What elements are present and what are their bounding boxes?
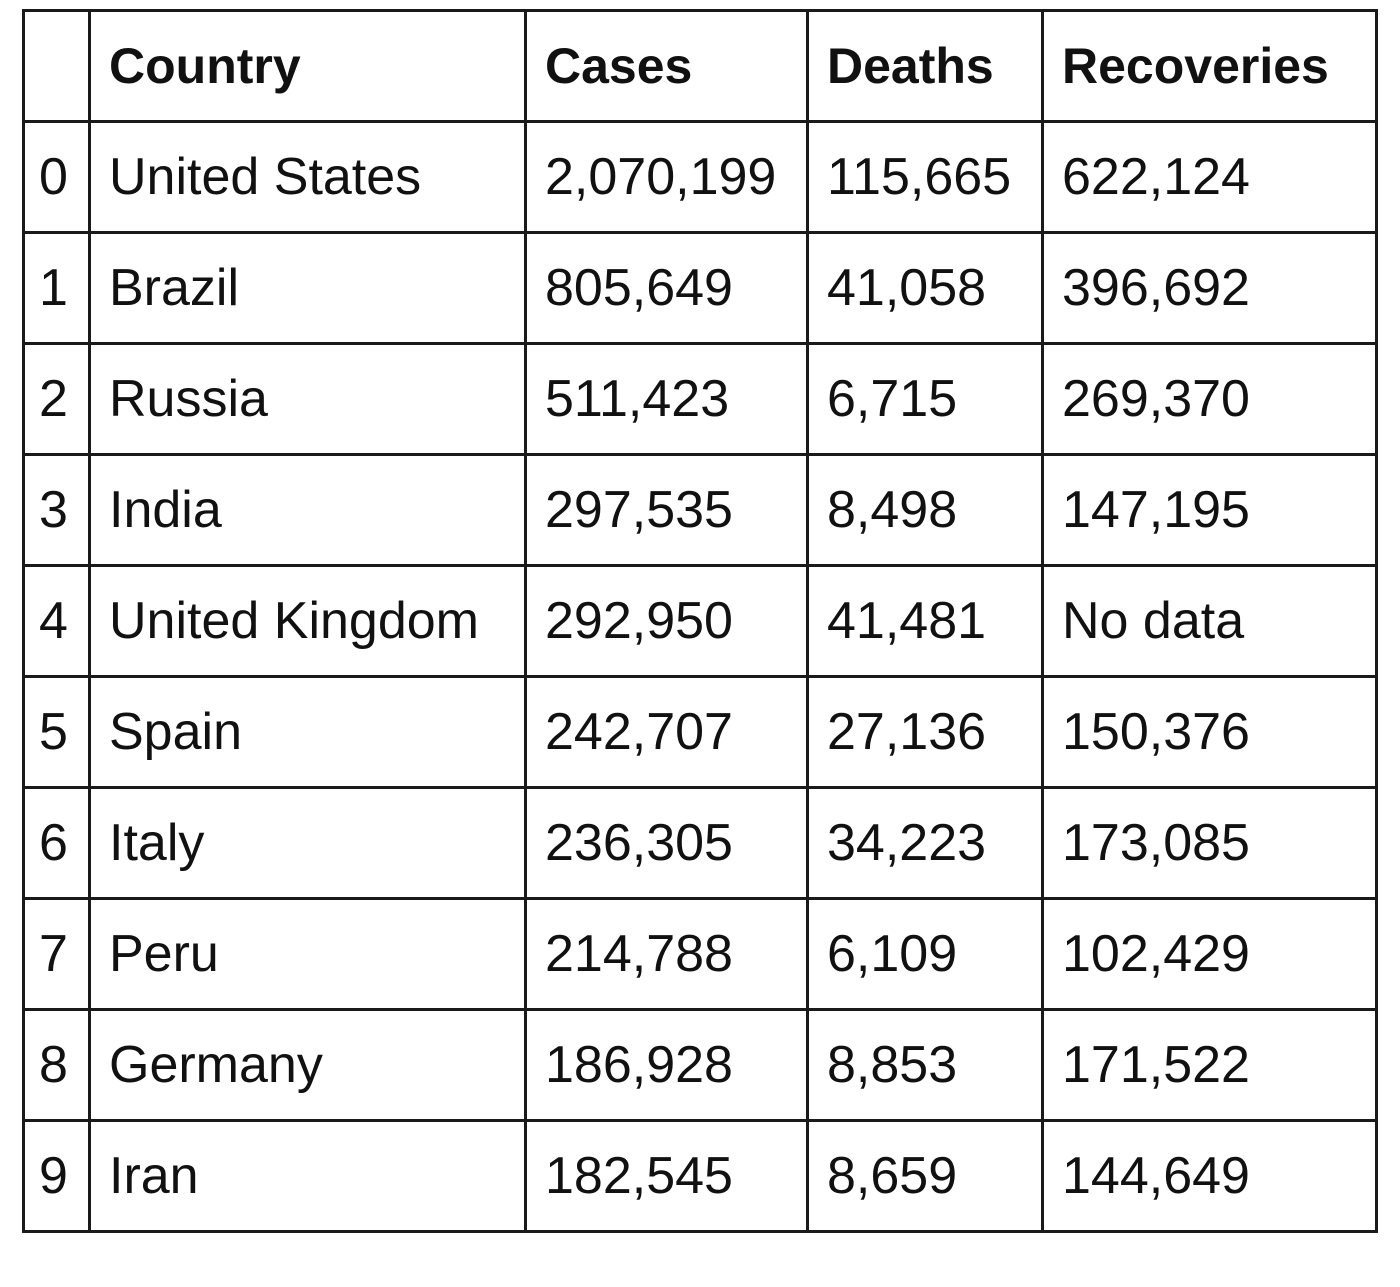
cell-deaths: 6,109: [806, 897, 1044, 1011]
cell-recoveries: 144,649: [1041, 1119, 1378, 1233]
cell-country: Italy: [88, 786, 527, 900]
table-row: 8 Germany 186,928 8,853 171,522: [22, 1008, 1378, 1122]
table-row: 0 United States 2,070,199 115,665 622,124: [22, 120, 1378, 234]
cell-cases: 297,535: [524, 453, 809, 567]
cell-country: Peru: [88, 897, 527, 1011]
cell-cases: 292,950: [524, 564, 809, 678]
cell-recoveries: 150,376: [1041, 675, 1378, 789]
header-deaths: Deaths: [806, 9, 1044, 123]
cell-country: Brazil: [88, 231, 527, 345]
cell-recoveries: 622,124: [1041, 120, 1378, 234]
cell-index: 8: [22, 1008, 91, 1122]
cell-deaths: 34,223: [806, 786, 1044, 900]
cell-cases: 511,423: [524, 342, 809, 456]
cell-recoveries: 102,429: [1041, 897, 1378, 1011]
cell-country: United States: [88, 120, 527, 234]
cell-cases: 2,070,199: [524, 120, 809, 234]
cell-deaths: 41,058: [806, 231, 1044, 345]
cell-index: 9: [22, 1119, 91, 1233]
cell-cases: 182,545: [524, 1119, 809, 1233]
header-cases: Cases: [524, 9, 809, 123]
cell-index: 7: [22, 897, 91, 1011]
cell-index: 2: [22, 342, 91, 456]
cell-country: Iran: [88, 1119, 527, 1233]
cell-deaths: 8,659: [806, 1119, 1044, 1233]
header-country: Country: [88, 9, 527, 123]
cell-index: 0: [22, 120, 91, 234]
cell-cases: 242,707: [524, 675, 809, 789]
cell-recoveries: 396,692: [1041, 231, 1378, 345]
header-recoveries: Recoveries: [1041, 9, 1378, 123]
table-body: 0 United States 2,070,199 115,665 622,124 1 Br…: [22, 120, 1378, 1233]
table-row: 3 India 297,535 8,498 147,195: [22, 453, 1378, 567]
cell-country: Spain: [88, 675, 527, 789]
cell-recoveries: No data: [1041, 564, 1378, 678]
cell-country: United Kingdom: [88, 564, 527, 678]
cell-recoveries: 269,370: [1041, 342, 1378, 456]
cell-deaths: 6,715: [806, 342, 1044, 456]
cell-country: Russia: [88, 342, 527, 456]
cell-country: Germany: [88, 1008, 527, 1122]
cell-country: India: [88, 453, 527, 567]
cell-index: 4: [22, 564, 91, 678]
table-row: 1 Brazil 805,649 41,058 396,692: [22, 231, 1378, 345]
cell-index: 1: [22, 231, 91, 345]
cell-deaths: 27,136: [806, 675, 1044, 789]
cell-index: 5: [22, 675, 91, 789]
cell-deaths: 8,853: [806, 1008, 1044, 1122]
cell-index: 3: [22, 453, 91, 567]
cell-deaths: 115,665: [806, 120, 1044, 234]
cell-cases: 236,305: [524, 786, 809, 900]
covid-stats-table: Country Cases Deaths Recoveries 0 United …: [22, 9, 1378, 1233]
header-index: [22, 9, 91, 123]
cell-recoveries: 171,522: [1041, 1008, 1378, 1122]
cell-cases: 214,788: [524, 897, 809, 1011]
table-row: 9 Iran 182,545 8,659 144,649: [22, 1119, 1378, 1233]
table-row: 6 Italy 236,305 34,223 173,085: [22, 786, 1378, 900]
cell-deaths: 8,498: [806, 453, 1044, 567]
cell-index: 6: [22, 786, 91, 900]
table-row: 7 Peru 214,788 6,109 102,429: [22, 897, 1378, 1011]
cell-deaths: 41,481: [806, 564, 1044, 678]
data-table-container: Country Cases Deaths Recoveries 0 United …: [22, 9, 1378, 1233]
table-row: 2 Russia 511,423 6,715 269,370: [22, 342, 1378, 456]
cell-recoveries: 173,085: [1041, 786, 1378, 900]
header-row: Country Cases Deaths Recoveries: [22, 9, 1378, 123]
cell-recoveries: 147,195: [1041, 453, 1378, 567]
cell-cases: 805,649: [524, 231, 809, 345]
table-row: 4 United Kingdom 292,950 41,481 No data: [22, 564, 1378, 678]
table-row: 5 Spain 242,707 27,136 150,376: [22, 675, 1378, 789]
cell-cases: 186,928: [524, 1008, 809, 1122]
